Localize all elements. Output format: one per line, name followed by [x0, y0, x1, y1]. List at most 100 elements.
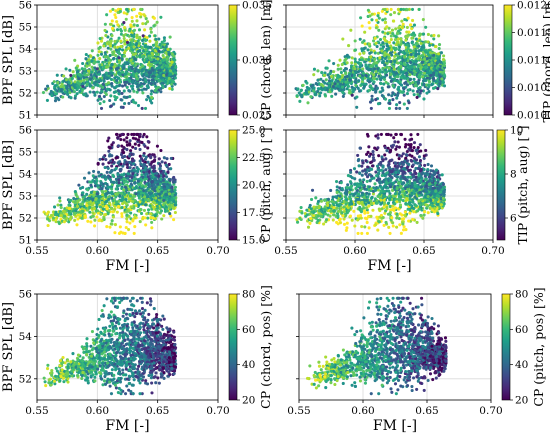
data-point: [122, 63, 126, 68]
data-point: [109, 94, 113, 98]
data-point: [386, 32, 390, 36]
data-point: [79, 202, 83, 206]
data-point: [102, 79, 106, 83]
data-point: [410, 7, 415, 11]
colorbar: [228, 129, 238, 241]
data-point: [141, 34, 145, 38]
data-point: [145, 98, 149, 102]
data-point: [421, 75, 425, 79]
data-point: [104, 65, 109, 69]
data-point: [407, 88, 411, 92]
data-point: [88, 210, 92, 214]
data-point: [156, 179, 160, 184]
data-point: [327, 59, 331, 63]
data-point: [153, 34, 157, 38]
data-point: [114, 166, 118, 171]
data-point: [296, 87, 300, 91]
data-point: [319, 91, 323, 95]
data-point: [157, 78, 161, 82]
data-point: [412, 23, 417, 27]
data-point: [370, 87, 374, 91]
data-point: [383, 7, 387, 11]
data-point: [141, 91, 145, 95]
data-point: [356, 231, 360, 235]
data-point: [430, 83, 434, 87]
data-point: [365, 66, 369, 70]
data-point: [368, 14, 372, 18]
data-point: [144, 47, 148, 52]
data-point: [383, 153, 387, 157]
data-point: [299, 89, 303, 93]
data-point: [372, 80, 376, 84]
data-point: [135, 19, 139, 23]
data-point: [173, 82, 177, 86]
data-point: [387, 40, 392, 44]
data-point: [170, 193, 174, 197]
data-point: [367, 21, 371, 25]
data-point: [383, 51, 387, 55]
data-point: [381, 88, 385, 92]
data-point: [152, 205, 156, 209]
data-point: [77, 77, 81, 81]
data-point: [105, 199, 109, 203]
data-point: [145, 212, 149, 216]
data-point: [119, 32, 123, 36]
data-point: [393, 54, 397, 58]
data-point: [46, 84, 50, 88]
data-point: [49, 89, 53, 93]
data-point: [95, 192, 99, 196]
data-point: [62, 79, 66, 83]
data-point: [128, 139, 132, 143]
data-point: [372, 67, 377, 71]
data-point: [69, 198, 73, 202]
data-point: [144, 38, 148, 43]
data-point: [397, 48, 401, 52]
data-point: [120, 212, 124, 216]
data-point: [107, 61, 111, 65]
data-point: [149, 196, 153, 200]
data-point: [115, 210, 119, 214]
data-point: [155, 171, 159, 176]
data-point: [400, 25, 405, 29]
data-point: [367, 57, 371, 62]
data-point: [383, 38, 387, 42]
data-point: [158, 196, 162, 200]
data-point: [62, 209, 66, 214]
data-point: [62, 220, 66, 224]
data-point: [103, 213, 107, 217]
data-point: [402, 62, 406, 66]
data-point: [138, 83, 142, 87]
data-point: [138, 147, 142, 151]
data-point: [154, 37, 158, 41]
data-point: [359, 16, 363, 20]
data-point: [108, 22, 113, 26]
y-tick-label: 55: [19, 22, 32, 34]
data-point: [432, 33, 436, 38]
data-point: [144, 223, 148, 227]
data-point: [41, 91, 46, 95]
data-point: [330, 94, 334, 98]
data-point: [104, 192, 109, 196]
data-point: [373, 36, 377, 40]
data-point: [45, 212, 49, 216]
data-point: [101, 184, 105, 188]
data-point: [135, 14, 139, 18]
data-point: [101, 207, 105, 211]
data-point: [110, 219, 114, 223]
data-point: [341, 94, 345, 98]
data-point: [352, 167, 357, 171]
data-point: [348, 72, 352, 76]
data-point: [73, 200, 77, 204]
data-point: [399, 61, 403, 65]
data-point: [407, 66, 411, 70]
data-point: [109, 170, 113, 174]
data-point: [119, 105, 123, 109]
data-point: [330, 79, 334, 83]
data-point: [46, 223, 50, 228]
data-point: [374, 170, 378, 174]
data-point: [128, 154, 132, 158]
data-point: [54, 96, 58, 100]
data-point: [131, 79, 135, 83]
data-point: [439, 60, 443, 64]
data-point: [44, 87, 48, 91]
